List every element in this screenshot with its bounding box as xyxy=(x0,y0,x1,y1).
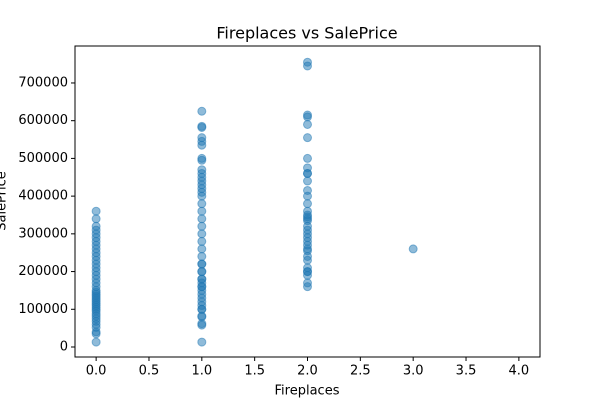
point xyxy=(197,293,207,303)
x-tick-label: 4.0 xyxy=(509,364,530,379)
y-tick-label: 500000 xyxy=(18,151,68,166)
point xyxy=(91,337,101,347)
point xyxy=(303,168,312,178)
point xyxy=(197,106,207,116)
y-tick-label: 700000 xyxy=(18,75,68,90)
point xyxy=(303,246,312,256)
plot-area xyxy=(91,57,418,347)
point xyxy=(303,206,312,216)
point xyxy=(303,263,312,273)
point xyxy=(303,176,312,186)
point xyxy=(197,259,207,269)
point xyxy=(197,236,207,246)
chart-title: Fireplaces vs SalePrice xyxy=(216,24,397,43)
point xyxy=(197,133,207,143)
point xyxy=(303,199,312,209)
x-tick-label: 0.5 xyxy=(139,364,160,379)
y-tick-label: 300000 xyxy=(18,226,68,241)
point xyxy=(197,199,207,209)
y-tick-label: 0 xyxy=(60,340,68,355)
point xyxy=(197,165,207,175)
point xyxy=(197,229,207,239)
point xyxy=(303,278,312,288)
x-tick-label: 2.0 xyxy=(297,364,318,379)
point xyxy=(408,244,418,254)
point xyxy=(197,121,207,131)
point xyxy=(303,133,312,143)
point xyxy=(197,251,207,261)
point xyxy=(197,153,207,163)
x-tick-label: 1.5 xyxy=(244,364,265,379)
y-tick-label: 200000 xyxy=(18,264,68,279)
x-axis-label: Fireplaces xyxy=(275,384,340,399)
point xyxy=(197,244,207,254)
y-tick-label: 100000 xyxy=(18,302,68,317)
y-axis-label: SalePrice xyxy=(0,171,10,231)
point xyxy=(303,119,312,129)
point xyxy=(197,214,207,224)
point xyxy=(303,233,312,243)
point xyxy=(197,221,207,231)
point xyxy=(197,274,207,284)
point xyxy=(197,206,207,216)
point xyxy=(197,267,207,277)
point xyxy=(91,206,101,216)
x-tick-label: 3.0 xyxy=(403,364,424,379)
y-tick-label: 400000 xyxy=(18,189,68,204)
point xyxy=(303,153,312,163)
y-tick-label: 600000 xyxy=(18,113,68,128)
point xyxy=(303,110,312,120)
point xyxy=(197,301,207,311)
point xyxy=(91,214,101,224)
x-tick-label: 1.0 xyxy=(191,364,212,379)
x-tick-label: 0.0 xyxy=(86,364,107,379)
x-tick-label: 2.5 xyxy=(350,364,371,379)
point xyxy=(303,185,312,195)
point xyxy=(197,337,207,347)
point xyxy=(91,221,101,231)
x-tick-label: 3.5 xyxy=(456,364,477,379)
point xyxy=(303,57,312,67)
point xyxy=(303,255,312,265)
